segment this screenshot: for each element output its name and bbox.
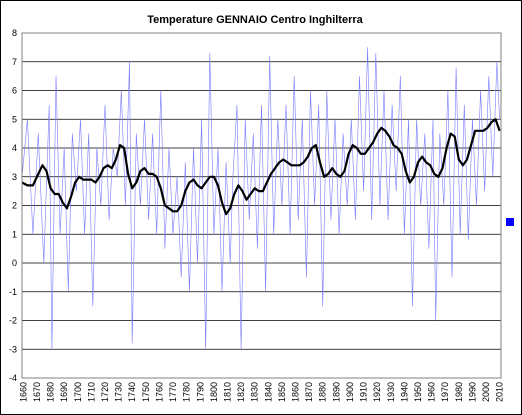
x-tick-label: 1940 bbox=[399, 382, 409, 402]
x-tick-label: 1660 bbox=[18, 382, 28, 402]
y-tick-label: -1 bbox=[9, 287, 17, 297]
x-tick-label: 2010 bbox=[495, 382, 505, 402]
x-tick-label: 1820 bbox=[236, 382, 246, 402]
x-tick-label: 1860 bbox=[291, 382, 301, 402]
x-tick-label: 1720 bbox=[100, 382, 110, 402]
x-tick-label: 1790 bbox=[195, 382, 205, 402]
y-tick-label: 6 bbox=[12, 86, 17, 96]
x-tick-label: 1710 bbox=[86, 382, 96, 402]
x-tick-label: 1800 bbox=[209, 382, 219, 402]
x-tick-label: 1730 bbox=[114, 382, 124, 402]
plot-area-border bbox=[21, 32, 502, 379]
x-tick-label: 1880 bbox=[318, 382, 328, 402]
x-tick-label: 1840 bbox=[263, 382, 273, 402]
y-tick-labels: -4 -3 -2 -1 0 1 2 3 4 5 6 7 8 bbox=[9, 28, 17, 383]
x-tick-label: 1780 bbox=[182, 382, 192, 402]
y-tick-label: -3 bbox=[9, 344, 17, 354]
x-tick-labels: 1660 1670 1680 1690 1700 1710 1720 1730 1740 1750… bbox=[18, 382, 504, 402]
x-tick-label: 1900 bbox=[345, 382, 355, 402]
y-tick-label: -4 bbox=[9, 373, 17, 383]
x-tick-label: 2000 bbox=[481, 382, 491, 402]
x-tick-label: 1670 bbox=[32, 382, 42, 402]
x-tick-label: 1890 bbox=[331, 382, 341, 402]
x-tick-label: 1700 bbox=[73, 382, 83, 402]
legend-marker bbox=[506, 218, 514, 226]
y-tick-label: 3 bbox=[12, 172, 17, 182]
y-tick-label: 1 bbox=[12, 229, 17, 239]
x-tick-label: 1910 bbox=[359, 382, 369, 402]
x-tick-label: 1690 bbox=[59, 382, 69, 402]
y-tick-label: 4 bbox=[12, 143, 17, 153]
x-tick-label: 1850 bbox=[277, 382, 287, 402]
series-line-raw bbox=[21, 47, 500, 350]
y-tick-label: 8 bbox=[12, 28, 17, 38]
y-tick-label: 7 bbox=[12, 57, 17, 67]
x-tick-label: 1740 bbox=[127, 382, 137, 402]
y-tick-label: -2 bbox=[9, 316, 17, 326]
x-tick-label: 1830 bbox=[250, 382, 260, 402]
x-tick-label: 1970 bbox=[440, 382, 450, 402]
series-line-smoothed bbox=[21, 118, 501, 216]
x-tick-label: 1680 bbox=[46, 382, 56, 402]
series-layer bbox=[21, 47, 501, 350]
x-tick-label: 1870 bbox=[304, 382, 314, 402]
y-tick-label: 5 bbox=[12, 114, 17, 124]
x-tick-label: 1920 bbox=[372, 382, 382, 402]
x-tick-label: 1980 bbox=[454, 382, 464, 402]
x-tick-label: 1760 bbox=[154, 382, 164, 402]
x-tick-label: 1810 bbox=[222, 382, 232, 402]
x-tick-label: 1750 bbox=[141, 382, 151, 402]
x-tick-label: 1990 bbox=[467, 382, 477, 402]
y-tick-label: 2 bbox=[12, 201, 17, 211]
x-tick-label: 1950 bbox=[413, 382, 423, 402]
x-tick-label: 1960 bbox=[427, 382, 437, 402]
x-tick-label: 1770 bbox=[168, 382, 178, 402]
y-tick-label: 0 bbox=[12, 258, 17, 268]
chart-title: Temperature GENNAIO Centro Inghilterra bbox=[147, 14, 363, 26]
x-tick-label: 1930 bbox=[386, 382, 396, 402]
